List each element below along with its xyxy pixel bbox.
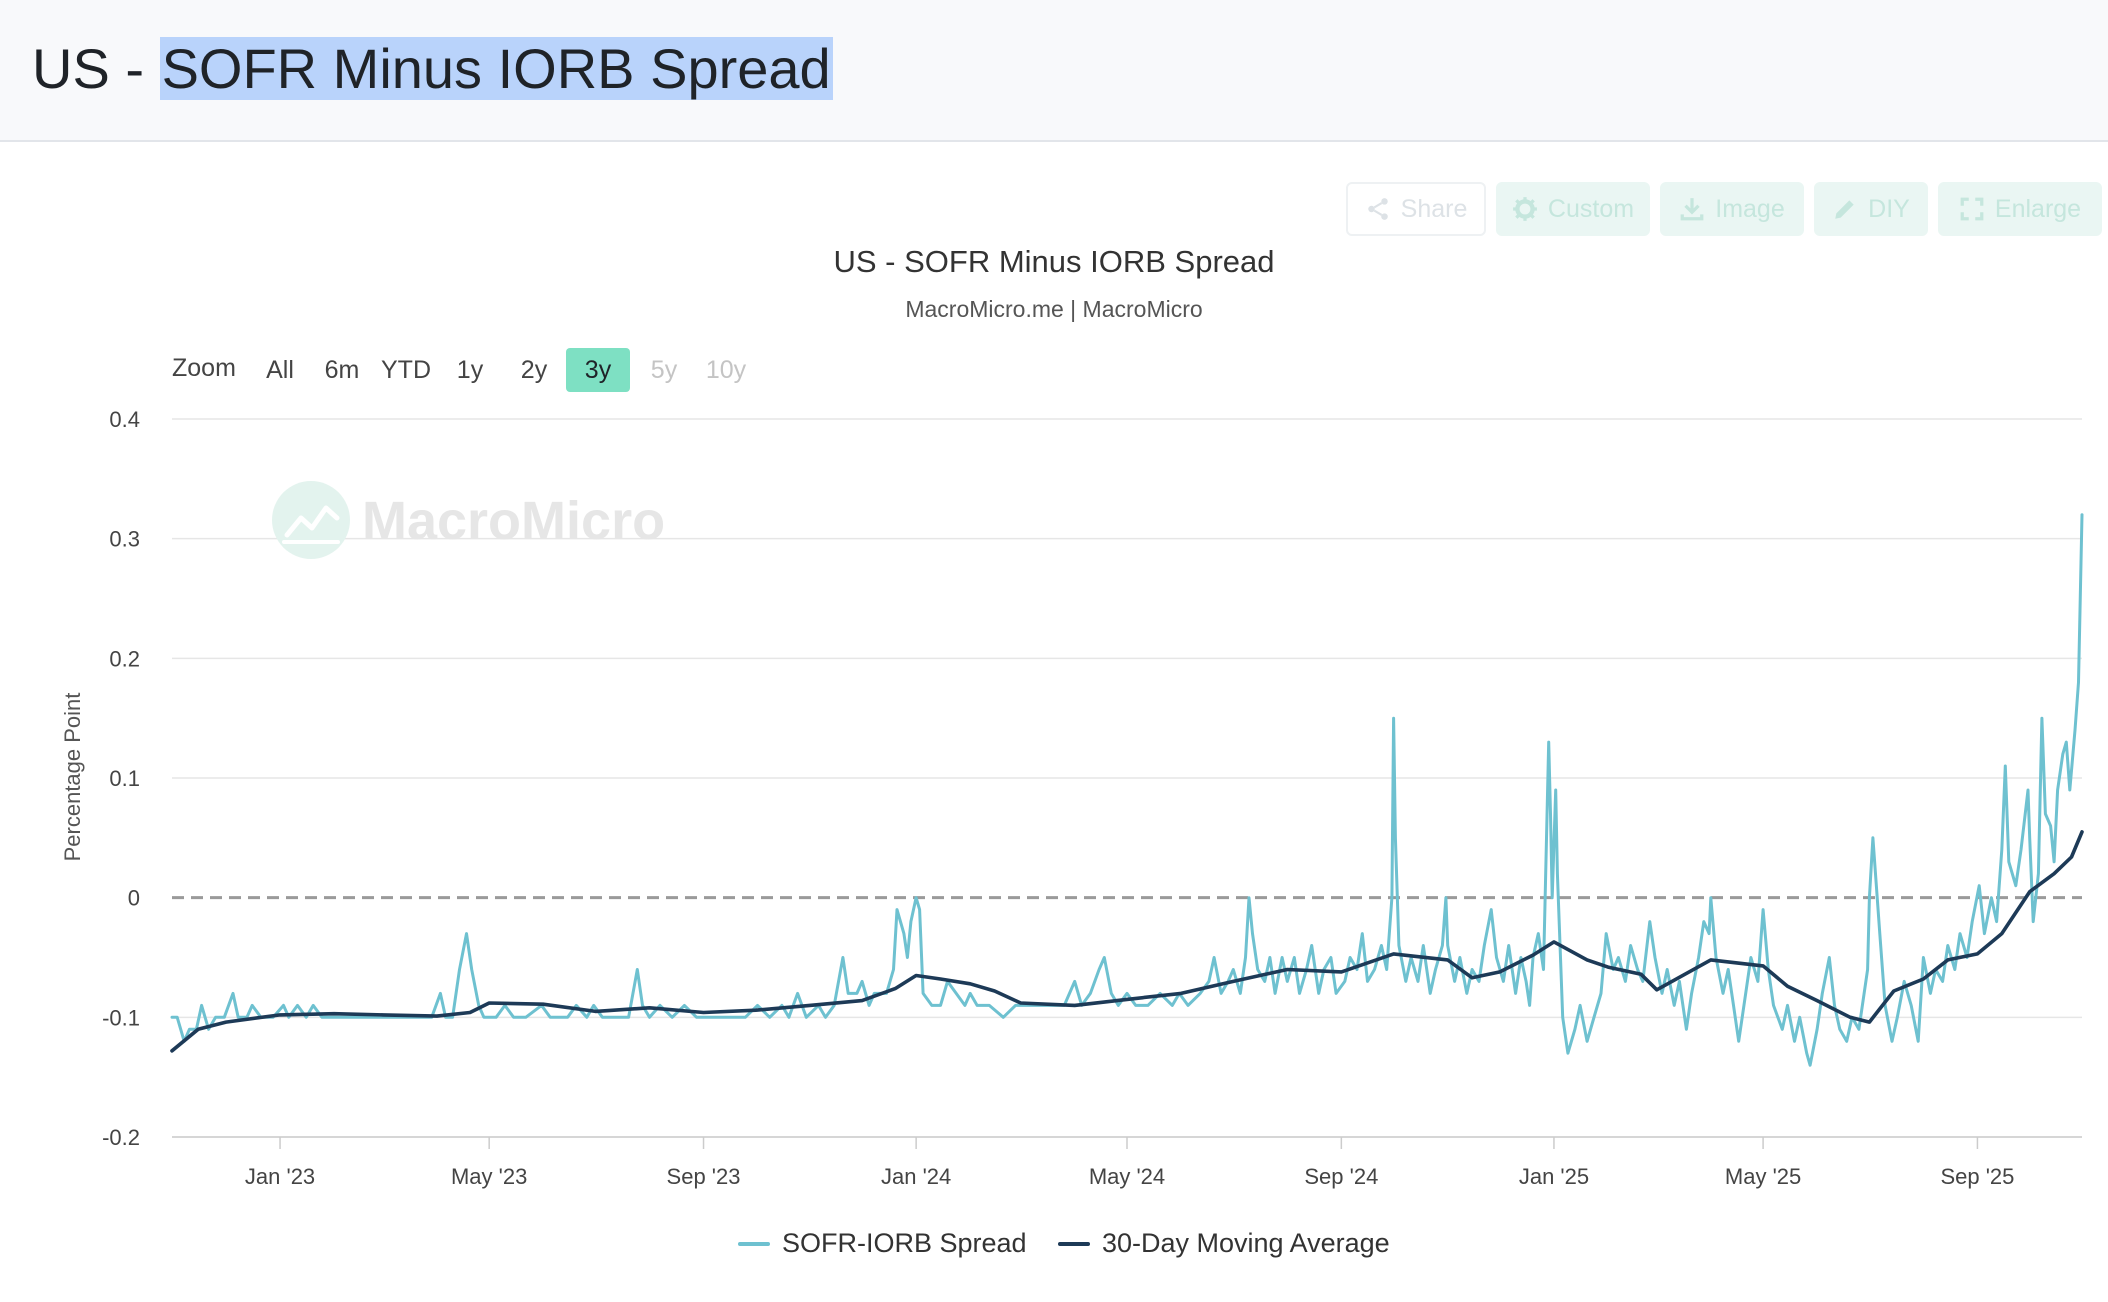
x-tick-label: May '24 (1089, 1164, 1165, 1189)
x-tick-label: Sep '24 (1304, 1164, 1378, 1189)
legend-swatch-spread (738, 1241, 770, 1246)
axis-layer: -0.2 -0.1 0 0.1 0.2 0.3 0.4 Jan '23 May '23 Sep '… (102, 407, 2082, 1189)
y-tick-label: -0.2 (102, 1125, 140, 1150)
zoom-label: Zoom (172, 354, 236, 382)
page-header: US - SOFR Minus IORB Spread (0, 0, 2108, 142)
page-title: US - SOFR Minus IORB Spread (32, 34, 833, 104)
spread-series-line[interactable] (170, 513, 2084, 1067)
page-title-prefix: US - (32, 37, 160, 100)
enlarge-button[interactable]: Enlarge (1938, 182, 2102, 236)
moving-average-series-line[interactable] (170, 830, 2084, 1053)
gear-icon (1513, 197, 1537, 221)
chart-subtitle: MacroMicro.me | MacroMicro (905, 296, 1203, 322)
legend-item-moving-average[interactable]: 30-Day Moving Average (1058, 1228, 1390, 1259)
x-tick-label: May '25 (1725, 1164, 1801, 1189)
image-button[interactable]: Image (1660, 182, 1804, 236)
zoom-2y-button[interactable]: 2y (520, 356, 548, 384)
page-title-selected-text: SOFR Minus IORB Spread (159, 37, 833, 100)
macromicro-logo-icon (272, 481, 350, 559)
zoom-6m-button[interactable]: 6m (324, 356, 360, 384)
watermark-text: MacroMicro (362, 491, 665, 551)
zoom-all-button[interactable]: All (266, 356, 294, 384)
x-tick-label: Jan '23 (245, 1164, 315, 1189)
y-tick-label: 0.2 (109, 646, 140, 671)
watermark: MacroMicro (272, 481, 665, 559)
x-tick-label: Jan '24 (881, 1164, 951, 1189)
expand-icon (1960, 197, 1984, 221)
pencil-icon (1835, 200, 1854, 219)
x-tick-label: May '23 (451, 1164, 527, 1189)
chart-title: US - SOFR Minus IORB Spread (833, 244, 1275, 279)
y-tick-label: 0.1 (109, 766, 140, 791)
zoom-10y-button[interactable]: 10y (705, 356, 747, 384)
share-icon (1367, 198, 1388, 220)
y-tick-label: 0.4 (109, 407, 140, 432)
download-icon (1680, 198, 1704, 221)
y-axis-label: Percentage Point (60, 693, 85, 862)
custom-button[interactable]: Custom (1496, 182, 1650, 236)
share-button-label: Share (1400, 194, 1468, 223)
legend-item-spread[interactable]: SOFR-IORB Spread (738, 1228, 1027, 1259)
zoom-5y-button[interactable]: 5y (650, 356, 678, 384)
share-button[interactable]: Share (1346, 182, 1486, 236)
y-tick-label: -0.1 (102, 1005, 140, 1030)
x-tick-label: Sep '25 (1940, 1164, 2014, 1189)
enlarge-button-label: Enlarge (1994, 194, 2082, 223)
zoom-1y-button[interactable]: 1y (456, 356, 484, 384)
legend-swatch-moving-average (1058, 1241, 1090, 1246)
image-button-label: Image (1715, 194, 1785, 223)
zoom-3y-button[interactable]: 3y (566, 348, 630, 392)
y-tick-label: 0 (128, 886, 140, 911)
custom-button-label: Custom (1547, 194, 1635, 223)
y-tick-label: 0.3 (109, 527, 140, 552)
x-tick-label: Sep '23 (667, 1164, 741, 1189)
legend-label-spread: SOFR-IORB Spread (782, 1228, 1027, 1258)
x-tick-label: Jan '25 (1519, 1164, 1589, 1189)
diy-button[interactable]: DIY (1814, 182, 1928, 236)
chart-legend: SOFR-IORB Spread 30-Day Moving Average (0, 1228, 2108, 1268)
legend-label-moving-average: 30-Day Moving Average (1102, 1228, 1390, 1258)
diy-button-label: DIY (1868, 194, 1910, 223)
chart-toolbar: Share Custom Image DIY Enlarge (0, 182, 2108, 238)
series-layer (170, 513, 2084, 1067)
zoom-ytd-button[interactable]: YTD (381, 356, 431, 384)
